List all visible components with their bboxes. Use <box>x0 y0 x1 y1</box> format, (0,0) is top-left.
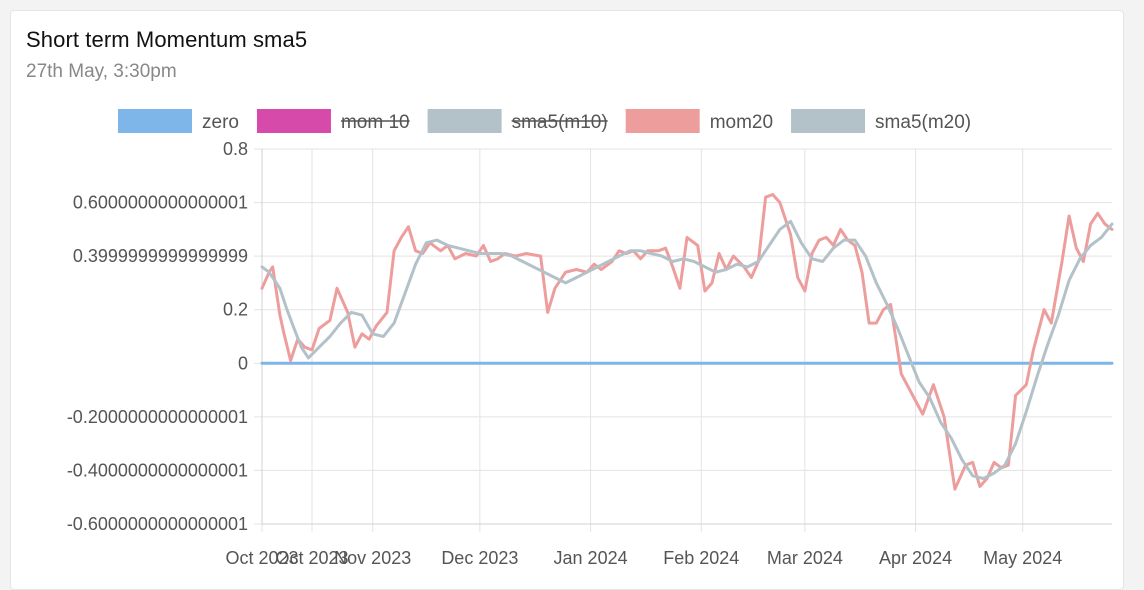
legend-swatch <box>118 109 192 133</box>
x-tick-label: Oct 2023 <box>275 548 348 568</box>
x-tick-label: May 2024 <box>983 548 1062 568</box>
legend-label: sma5(m10) <box>512 112 608 133</box>
x-tick-label: Apr 2024 <box>879 548 952 568</box>
series-line-mom20 <box>260 193 1114 491</box>
legend-swatch <box>427 109 502 133</box>
legend-item-sma5-m10[interactable]: sma5(m10) <box>427 109 608 133</box>
x-tick-label: Oct 2023 <box>225 548 298 568</box>
y-tick-label: 0.2 <box>223 300 248 320</box>
y-tick-label: 0.6000000000000001 <box>73 193 248 213</box>
chart-card: Short term Momentum sma5 27th May, 3:30p… <box>10 10 1124 590</box>
x-tick-label: Mar 2024 <box>767 548 843 568</box>
y-tick-label: 0.8 <box>223 139 248 159</box>
legend-swatch <box>625 109 700 133</box>
chart-title: Short term Momentum sma5 <box>26 27 308 52</box>
x-tick-label: Jan 2024 <box>554 548 628 568</box>
legend-item-mom20[interactable]: mom20 <box>625 109 773 133</box>
y-tick-label: -0.2000000000000001 <box>67 407 248 427</box>
x-tick-label: Nov 2023 <box>334 548 411 568</box>
plot-area <box>260 193 1114 491</box>
grid-lines <box>254 148 1112 532</box>
y-tick-label: -0.6000000000000001 <box>67 514 248 534</box>
legend-swatch <box>791 109 866 133</box>
y-tick-label: 0.3999999999999999 <box>73 246 248 266</box>
x-tick-label: Dec 2023 <box>441 548 518 568</box>
legend-item-sma5-m20[interactable]: sma5(m20) <box>791 109 971 133</box>
legend-label: mom 10 <box>341 112 410 133</box>
legend-label: sma5(m20) <box>875 112 971 133</box>
legend-item-mom-10[interactable]: mom 10 <box>256 109 410 133</box>
y-tick-label: 0 <box>238 353 248 373</box>
chart-subtitle: 27th May, 3:30pm <box>26 61 177 82</box>
y-tick-label: -0.4000000000000001 <box>67 460 248 480</box>
y-axis: 0.8 0.6000000000000001 0.3999999999999999 0… <box>67 139 263 534</box>
legend: zero mom 10 sma5(m10) mom20 sma5(m20) <box>118 109 971 133</box>
series-line-sma5-m20 <box>260 219 1114 480</box>
legend-label: mom20 <box>710 112 773 133</box>
x-tick-label: Feb 2024 <box>663 548 739 568</box>
legend-item-zero[interactable]: zero <box>118 109 239 133</box>
legend-swatch <box>256 109 331 133</box>
legend-label: zero <box>202 112 239 133</box>
